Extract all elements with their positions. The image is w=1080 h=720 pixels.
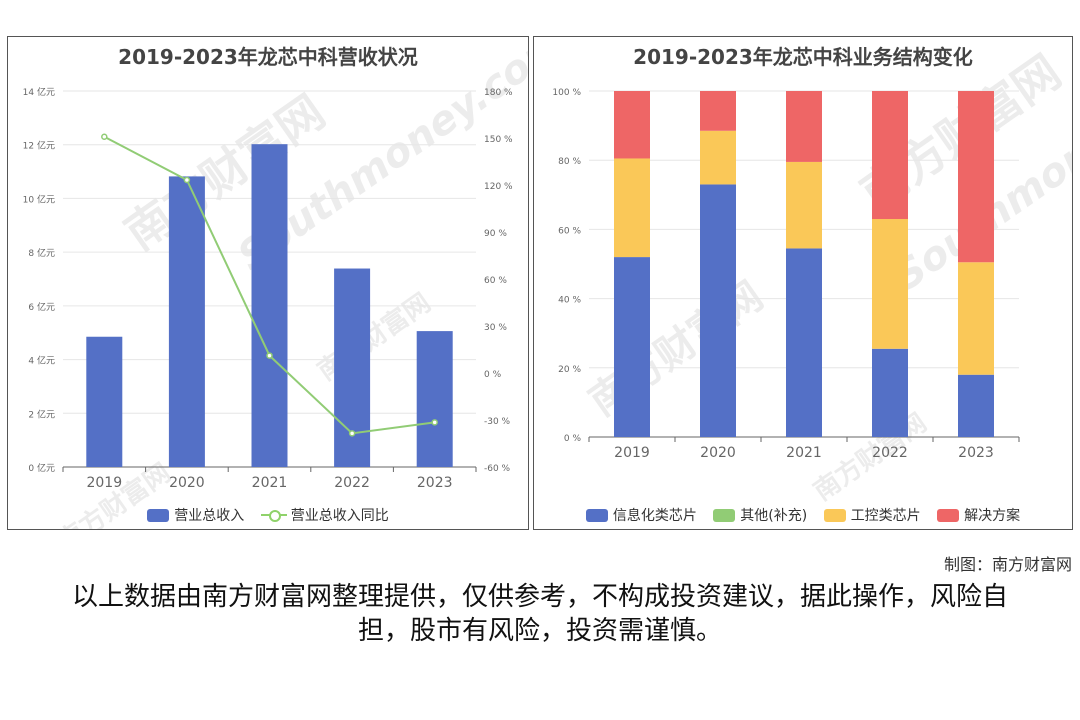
y-tick-label: 80 % bbox=[558, 157, 581, 167]
y-tick-label-left: 0 亿元 bbox=[28, 462, 55, 474]
legend-item-industrial-chip[interactable]: 工控类芯片 bbox=[823, 505, 921, 525]
legend: 营业总收入 营业总收入同比 bbox=[8, 505, 528, 525]
y-tick-label-left: 14 亿元 bbox=[23, 86, 55, 98]
y-tick-label-right: 150 % bbox=[484, 135, 513, 145]
line-swatch-icon bbox=[260, 508, 287, 522]
legend-item-solutions[interactable]: 解决方案 bbox=[937, 505, 1020, 525]
stacked-bar-segment bbox=[786, 91, 822, 162]
stacked-bar-segment bbox=[958, 91, 994, 263]
x-tick-label: 2019 bbox=[86, 475, 122, 491]
yoy-point bbox=[348, 430, 356, 437]
x-tick-label: 2022 bbox=[334, 475, 370, 491]
y-tick-label-right: 120 % bbox=[484, 182, 513, 192]
stacked-bar-segment bbox=[700, 184, 736, 437]
swatch-icon bbox=[823, 509, 846, 522]
stacked-bar-segment bbox=[786, 248, 822, 437]
x-tick-label: 2021 bbox=[252, 475, 288, 491]
structure-chart-svg: 0 % 20 % 40 % 60 % 80 % 100 % 2019 2020 2021 2022… bbox=[552, 88, 1020, 461]
y-tick-label-right: 30 % bbox=[484, 323, 507, 333]
chart-credit: 制图：南方财富网 bbox=[943, 555, 1072, 574]
x-tick-label: 2020 bbox=[700, 445, 736, 461]
y-tick-label-left: 10 亿元 bbox=[23, 193, 55, 205]
bar bbox=[416, 331, 453, 467]
yoy-point bbox=[101, 133, 108, 140]
x-tick-label: 2023 bbox=[958, 445, 994, 461]
legend: 信息化类芯片 其他(补充) 工控类芯片 解决方案 bbox=[534, 505, 1072, 525]
chart-title: 2019-2023年龙芯中科营收状况 bbox=[118, 45, 418, 69]
x-tick-label: 2022 bbox=[872, 445, 908, 461]
bar bbox=[251, 144, 288, 468]
revenue-chart-svg: 0 亿元 2 亿元 4 亿元 6 亿元 8 亿元 10 亿元 12 亿元 14 亿元 -60 %… bbox=[23, 86, 513, 491]
x-tick-label: 2019 bbox=[614, 445, 650, 461]
stacked-bar-segment bbox=[958, 262, 994, 375]
structure-chart-panel: 南方财富网 Southmoney.com 南方财富网 南方财富网 2019-20… bbox=[533, 36, 1073, 530]
y-tick-label-left: 6 亿元 bbox=[28, 301, 55, 313]
legend-item-info-chip[interactable]: 信息化类芯片 bbox=[585, 505, 697, 525]
stacked-bar-segment bbox=[614, 257, 650, 437]
swatch-icon bbox=[937, 509, 960, 522]
legend-label: 工控类芯片 bbox=[850, 508, 921, 524]
swatch-icon bbox=[585, 509, 608, 522]
stacked-bar-segment bbox=[872, 219, 908, 349]
legend-label: 信息化类芯片 bbox=[612, 508, 697, 524]
stacked-bar-segment bbox=[614, 91, 650, 159]
stacked-bar-segment bbox=[872, 91, 908, 220]
stacked-bar-segment bbox=[958, 374, 994, 437]
legend-label: 其他(补充) bbox=[740, 508, 808, 524]
y-tick-label-right: 60 % bbox=[484, 276, 507, 286]
bar-swatch-icon bbox=[147, 509, 170, 522]
legend-item-yoy[interactable]: 营业总收入同比 bbox=[260, 505, 389, 525]
legend-label: 解决方案 bbox=[964, 508, 1021, 524]
x-tick-label: 2023 bbox=[417, 475, 453, 491]
y-tick-label: 100 % bbox=[552, 88, 581, 98]
y-tick-label: 40 % bbox=[558, 296, 581, 306]
y-tick-label: 0 % bbox=[564, 434, 582, 444]
y-tick-label-right: -30 % bbox=[484, 417, 511, 427]
x-tick-label: 2020 bbox=[169, 475, 205, 491]
bar bbox=[334, 268, 371, 467]
y-tick-label: 20 % bbox=[558, 365, 581, 375]
stacked-bar-segment bbox=[614, 158, 650, 258]
stacked-bar-segment bbox=[872, 348, 908, 437]
y-tick-label-left: 4 亿元 bbox=[28, 355, 55, 367]
yoy-point bbox=[266, 352, 273, 359]
chart-title: 2019-2023年龙芯中科业务结构变化 bbox=[633, 45, 973, 69]
y-tick-label: 60 % bbox=[558, 226, 581, 236]
legend-item-revenue[interactable]: 营业总收入 bbox=[147, 505, 244, 525]
y-tick-label-left: 8 亿元 bbox=[28, 247, 55, 259]
yoy-point bbox=[183, 176, 191, 184]
bar bbox=[86, 336, 123, 467]
y-tick-label-right: -60 % bbox=[484, 464, 511, 474]
stacked-bar-segment bbox=[700, 91, 736, 131]
y-tick-label-left: 2 亿元 bbox=[28, 408, 55, 420]
stacked-bar-segment bbox=[786, 161, 822, 249]
stacked-bar-segment bbox=[700, 130, 736, 185]
y-tick-label-right: 90 % bbox=[484, 229, 507, 239]
y-tick-label-right: 180 % bbox=[484, 88, 513, 98]
swatch-icon bbox=[713, 509, 736, 522]
disclaimer: 以上数据由南方财富网整理提供，仅供参考，不构成投资建议，据此操作，风险自担，股市… bbox=[71, 582, 1008, 646]
legend-label: 营业总收入 bbox=[174, 508, 245, 524]
legend-label: 营业总收入同比 bbox=[290, 508, 389, 524]
legend-item-other[interactable]: 其他(补充) bbox=[713, 505, 807, 525]
yoy-point bbox=[431, 419, 438, 426]
revenue-chart-panel: 南方财富网 Southmoney.com 南方财富网 南方财富网 2019-20… bbox=[7, 36, 529, 530]
bar bbox=[168, 176, 205, 468]
y-tick-label-left: 12 亿元 bbox=[23, 140, 55, 152]
x-tick-label: 2021 bbox=[786, 445, 822, 461]
y-tick-label-right: 0 % bbox=[484, 370, 502, 380]
